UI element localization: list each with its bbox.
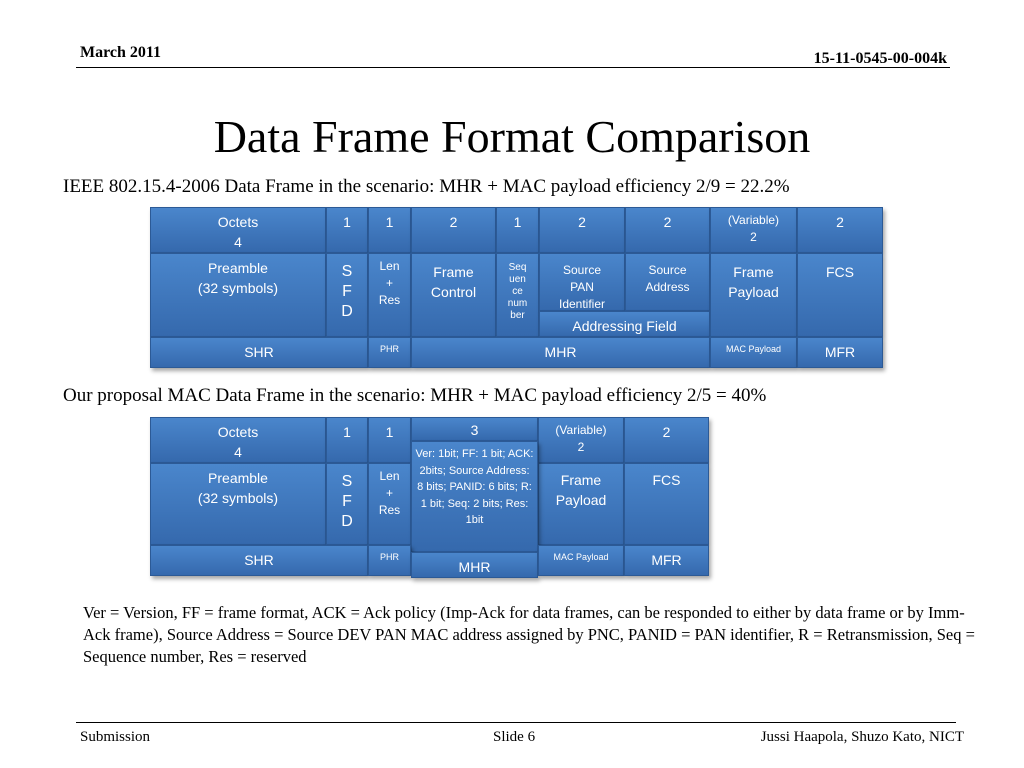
octets-cell-fcs: 2 bbox=[797, 207, 883, 253]
octets-cell-mhr: 3 bbox=[411, 417, 538, 441]
field-preamble: Preamble (32 symbols) bbox=[150, 463, 326, 545]
field-sfd: S F D bbox=[326, 463, 368, 545]
octets-cell-len: 1 bbox=[368, 207, 411, 253]
octets-cell-len: 1 bbox=[368, 417, 411, 463]
section2-caption: Our proposal MAC Data Frame in the scena… bbox=[63, 385, 767, 406]
group-phr: PHR bbox=[368, 545, 411, 576]
octets-cell-source-pan: 2 bbox=[539, 207, 625, 253]
field-fcs: FCS bbox=[797, 253, 883, 337]
field-len-res: Len + Res bbox=[368, 253, 411, 337]
slide-title: Data Frame Format Comparison bbox=[213, 111, 811, 162]
octets-cell-preamble: Octets 4 bbox=[150, 207, 326, 253]
header-doc-id: 15-11-0545-00-004k bbox=[813, 50, 947, 67]
footer-authors: Jussi Haapola, Shuzo Kato, NICT bbox=[760, 729, 964, 745]
octets-cell-payload: (Variable) 2 bbox=[710, 207, 797, 253]
group-mfr: MFR bbox=[624, 545, 709, 576]
octets-cell-fcs: 2 bbox=[624, 417, 709, 463]
field-len-res: Len + Res bbox=[368, 463, 411, 545]
octets-cell-sequence: 1 bbox=[496, 207, 539, 253]
group-phr: PHR bbox=[368, 337, 411, 368]
octets-cell-preamble: Octets 4 bbox=[150, 417, 326, 463]
footer-slide-number: Slide 6 bbox=[493, 729, 536, 745]
field-source-address: Source Address bbox=[625, 253, 710, 311]
group-shr: SHR bbox=[150, 545, 368, 576]
octets-cell-sfd: 1 bbox=[326, 417, 368, 463]
group-shr: SHR bbox=[150, 337, 368, 368]
field-preamble: Preamble (32 symbols) bbox=[150, 253, 326, 337]
group-mhr: MHR bbox=[411, 552, 538, 578]
field-sequence-number: Seq uen ce num ber bbox=[496, 253, 539, 337]
field-addressing-field: Addressing Field bbox=[539, 311, 710, 337]
field-frame-control: Frame Control bbox=[411, 253, 496, 337]
footer-submission: Submission bbox=[80, 729, 151, 745]
field-fcs: FCS bbox=[624, 463, 709, 545]
octets-cell-payload: (Variable) 2 bbox=[538, 417, 624, 463]
field-frame-payload: Frame Payload bbox=[710, 253, 797, 337]
section1-caption: IEEE 802.15.4-2006 Data Frame in the sce… bbox=[63, 176, 790, 197]
field-sfd: S F D bbox=[326, 253, 368, 337]
group-mac-payload: MAC Payload bbox=[538, 545, 624, 576]
field-mhr-details: Ver: 1bit; FF: 1 bit; ACK: 2bits; Source… bbox=[411, 441, 538, 552]
header-date: March 2011 bbox=[80, 44, 162, 61]
field-frame-payload: Frame Payload bbox=[538, 463, 624, 545]
octets-cell-frame-control: 2 bbox=[411, 207, 496, 253]
field-source-pan-identifier: Source PAN Identifier bbox=[539, 253, 625, 311]
group-mac-payload: MAC Payload bbox=[710, 337, 797, 368]
footer-divider bbox=[76, 722, 956, 723]
abbreviation-note: Ver = Version, FF = frame format, ACK = … bbox=[83, 603, 975, 666]
octets-cell-source-address: 2 bbox=[625, 207, 710, 253]
octets-cell-sfd: 1 bbox=[326, 207, 368, 253]
group-mfr: MFR bbox=[797, 337, 883, 368]
group-mhr: MHR bbox=[411, 337, 710, 368]
header-divider bbox=[76, 67, 950, 68]
